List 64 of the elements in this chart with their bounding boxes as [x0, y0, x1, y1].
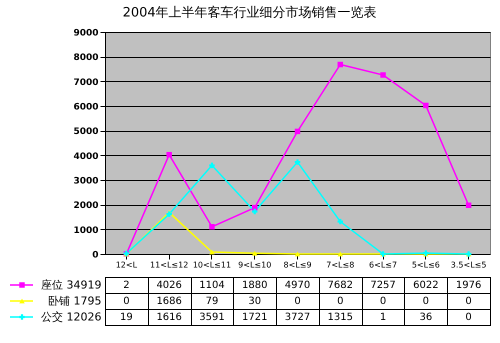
data-label: 30 — [248, 296, 262, 307]
y-tick-label: 5000 — [73, 127, 98, 138]
y-tick-label: 8000 — [73, 53, 98, 64]
data-label: 1 — [380, 312, 386, 323]
data-label: 0 — [380, 296, 386, 307]
y-tick-label: 4000 — [73, 152, 98, 162]
data-label: 1616 — [156, 312, 182, 323]
data-label: 79 — [206, 296, 218, 307]
point — [209, 250, 215, 254]
point — [294, 128, 300, 134]
point — [252, 208, 258, 214]
point — [338, 252, 344, 256]
x-tick-label: 3.5<L≤5 — [450, 260, 486, 270]
legend-label: 卧铺 1795 — [48, 294, 102, 308]
point — [252, 250, 258, 256]
y-tick-label: 7000 — [73, 78, 98, 88]
data-label: 1315 — [328, 312, 354, 323]
data-label: 0 — [294, 296, 301, 307]
y-tick-label: 6000 — [73, 102, 98, 112]
data-label: 0 — [465, 296, 472, 307]
data-label: 4026 — [156, 280, 182, 291]
chart-title: 2004年上半年客车行业细分市场销售一览表 — [122, 4, 377, 20]
data-label: 7257 — [370, 280, 396, 291]
data-label: 19 — [120, 312, 133, 323]
y-tick-label: 3000 — [73, 176, 98, 186]
point — [338, 62, 344, 68]
x-tick-label: 10<L≤11 — [192, 260, 232, 270]
data-label: 7682 — [328, 280, 354, 291]
data-label: 1880 — [242, 280, 268, 291]
point — [380, 72, 386, 78]
y-tick-label: 2000 — [73, 201, 98, 212]
point — [166, 152, 172, 158]
x-tick-label: 6<L≤7 — [369, 260, 398, 270]
point — [294, 252, 300, 256]
data-label: 4970 — [284, 280, 310, 291]
data-label: 1721 — [242, 312, 268, 323]
point — [466, 202, 472, 208]
y-tick-label: 0 — [92, 250, 98, 260]
y-tick-label: 1000 — [73, 226, 98, 236]
data-label: 2 — [123, 280, 130, 291]
data-label: 0 — [422, 296, 430, 307]
data-label: 36 — [419, 312, 432, 323]
x-tick-label: 11<L≤12 — [150, 260, 188, 270]
data-label: 0 — [123, 296, 130, 307]
data-label: 3727 — [284, 312, 310, 323]
data-label: 1686 — [156, 296, 182, 307]
legend-label: 公交 12026 — [41, 310, 102, 324]
x-tick-label: 9<L≤10 — [238, 260, 272, 270]
y-tick-label: 9000 — [73, 28, 98, 38]
point — [423, 102, 429, 108]
x-tick-label: 12<L — [116, 260, 138, 270]
x-tick-label: 8<L≤9 — [283, 260, 312, 270]
data-label: 0 — [465, 312, 472, 323]
x-tick-label: 5<L≤6 — [412, 260, 440, 270]
data-label: 1976 — [456, 280, 482, 291]
data-label: 1104 — [199, 280, 225, 291]
x-tick-label: 7<L≤8 — [326, 260, 354, 270]
point — [338, 218, 344, 224]
data-label: 0 — [337, 296, 344, 307]
point — [209, 162, 215, 168]
point — [209, 224, 215, 230]
data-label: 6022 — [413, 280, 439, 291]
legend-label: 座位 34919 — [41, 278, 102, 292]
data-label: 3591 — [199, 312, 225, 323]
